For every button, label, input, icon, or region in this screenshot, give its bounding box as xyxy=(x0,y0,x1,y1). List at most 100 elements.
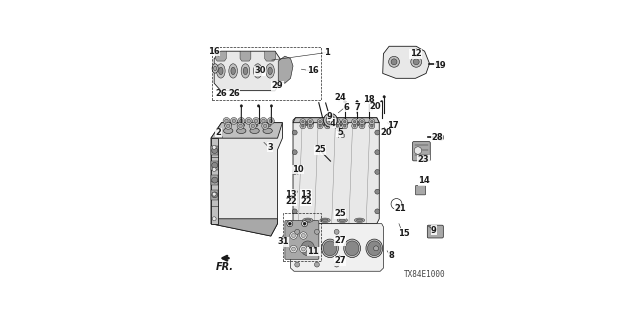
Circle shape xyxy=(292,209,297,214)
Circle shape xyxy=(388,56,399,67)
Ellipse shape xyxy=(339,219,346,221)
Circle shape xyxy=(212,177,218,183)
Circle shape xyxy=(212,148,218,154)
Circle shape xyxy=(290,232,297,239)
Circle shape xyxy=(353,124,356,127)
Ellipse shape xyxy=(305,219,311,221)
Circle shape xyxy=(359,123,365,129)
Polygon shape xyxy=(211,219,278,236)
Circle shape xyxy=(232,119,236,123)
Text: 21: 21 xyxy=(394,204,406,213)
Text: 26: 26 xyxy=(216,89,227,98)
Text: 7: 7 xyxy=(355,103,360,112)
Bar xyxy=(212,47,321,100)
Text: 20: 20 xyxy=(369,102,381,111)
Circle shape xyxy=(411,56,422,67)
Circle shape xyxy=(328,118,332,122)
Circle shape xyxy=(289,222,291,225)
Circle shape xyxy=(300,119,306,124)
Text: 16: 16 xyxy=(307,67,319,76)
Circle shape xyxy=(300,232,307,239)
Circle shape xyxy=(230,117,237,124)
Ellipse shape xyxy=(264,124,271,127)
Circle shape xyxy=(369,119,375,124)
Text: 22: 22 xyxy=(285,197,297,206)
Circle shape xyxy=(351,123,358,129)
Text: 5: 5 xyxy=(337,128,343,137)
Text: 9: 9 xyxy=(327,111,333,121)
Text: 25: 25 xyxy=(314,145,326,154)
Circle shape xyxy=(257,105,260,107)
Circle shape xyxy=(368,100,371,103)
Circle shape xyxy=(335,123,340,129)
Ellipse shape xyxy=(319,121,331,126)
Text: 6: 6 xyxy=(344,103,349,112)
Text: 2: 2 xyxy=(216,128,221,137)
Ellipse shape xyxy=(243,67,248,75)
Text: 23: 23 xyxy=(418,155,429,164)
Circle shape xyxy=(309,124,312,127)
Ellipse shape xyxy=(268,67,272,75)
FancyBboxPatch shape xyxy=(428,225,444,238)
Circle shape xyxy=(413,59,419,65)
Circle shape xyxy=(301,234,305,237)
Ellipse shape xyxy=(214,66,216,71)
Ellipse shape xyxy=(321,239,339,258)
Ellipse shape xyxy=(321,122,328,124)
Circle shape xyxy=(301,247,305,251)
Text: 26: 26 xyxy=(228,89,240,98)
Polygon shape xyxy=(265,51,275,61)
Bar xyxy=(211,146,218,155)
Ellipse shape xyxy=(354,121,365,126)
Circle shape xyxy=(342,123,348,129)
Polygon shape xyxy=(293,118,380,123)
Ellipse shape xyxy=(266,64,275,78)
Ellipse shape xyxy=(356,122,363,124)
Circle shape xyxy=(307,123,313,129)
Polygon shape xyxy=(214,51,280,91)
Ellipse shape xyxy=(241,64,250,78)
Bar xyxy=(211,190,218,200)
Polygon shape xyxy=(211,123,282,236)
Ellipse shape xyxy=(346,241,359,256)
Circle shape xyxy=(319,124,321,127)
Ellipse shape xyxy=(366,239,383,258)
Polygon shape xyxy=(211,123,282,138)
Circle shape xyxy=(251,124,255,128)
Text: 29: 29 xyxy=(271,81,284,90)
Circle shape xyxy=(391,59,397,65)
Circle shape xyxy=(301,120,304,123)
Ellipse shape xyxy=(303,218,313,222)
Text: 20: 20 xyxy=(381,128,392,137)
Ellipse shape xyxy=(237,128,246,133)
Bar xyxy=(211,161,218,170)
Ellipse shape xyxy=(225,124,232,127)
Circle shape xyxy=(309,120,312,123)
Ellipse shape xyxy=(339,122,346,124)
Text: 8: 8 xyxy=(388,251,394,260)
Circle shape xyxy=(212,145,216,149)
Circle shape xyxy=(438,134,444,140)
Ellipse shape xyxy=(229,64,237,78)
Text: 10: 10 xyxy=(292,165,304,174)
Polygon shape xyxy=(383,46,429,78)
Circle shape xyxy=(375,130,380,135)
Text: 31: 31 xyxy=(277,237,289,246)
Circle shape xyxy=(287,221,292,227)
Circle shape xyxy=(212,162,218,168)
Circle shape xyxy=(344,100,346,103)
Circle shape xyxy=(292,170,297,174)
Circle shape xyxy=(314,262,319,267)
Circle shape xyxy=(292,189,297,194)
Circle shape xyxy=(336,120,339,123)
Text: 9: 9 xyxy=(431,226,437,235)
Circle shape xyxy=(245,117,252,124)
Circle shape xyxy=(290,245,297,253)
Circle shape xyxy=(264,124,267,128)
Circle shape xyxy=(303,222,306,225)
Circle shape xyxy=(319,120,321,123)
Circle shape xyxy=(227,124,230,128)
Circle shape xyxy=(334,262,339,267)
Text: TX84E1000: TX84E1000 xyxy=(404,270,446,279)
Text: 17: 17 xyxy=(387,121,398,130)
